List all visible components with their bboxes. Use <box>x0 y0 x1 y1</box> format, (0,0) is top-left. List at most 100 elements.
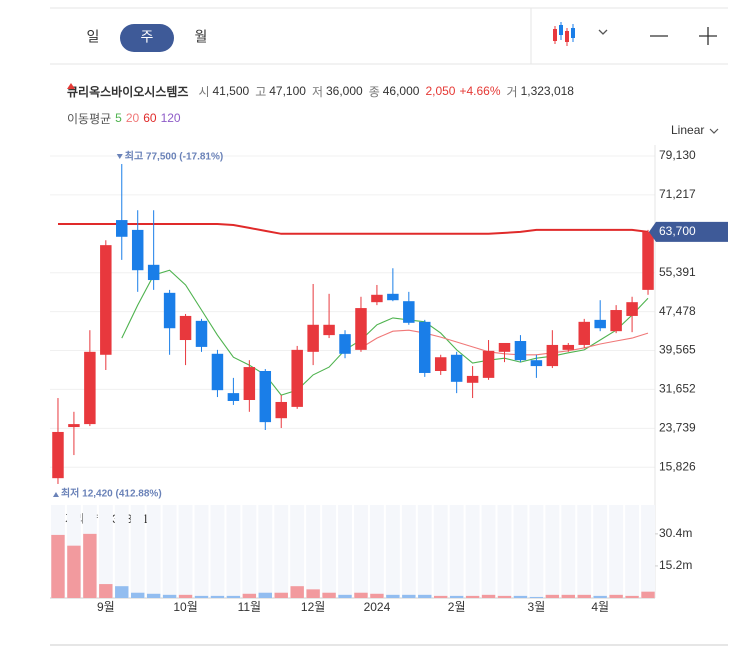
volume-bar <box>242 593 257 598</box>
volume-column-bg <box>385 505 400 598</box>
volume-column-bg <box>98 505 113 598</box>
volume-column-bg <box>577 505 592 598</box>
volume-bar <box>561 594 575 598</box>
x-tick-label: 2024 <box>364 600 391 614</box>
change-percent: +4.66% <box>459 84 501 98</box>
volume-bar <box>83 533 97 598</box>
candle-body <box>147 264 160 281</box>
ma-legend-entry: 20 <box>125 111 140 125</box>
volume-column-bg <box>401 505 416 598</box>
volume-bar <box>625 595 639 598</box>
period-tab[interactable]: 월 <box>195 29 208 45</box>
volume-column-bg <box>433 505 448 598</box>
scale-label[interactable]: Linear <box>671 123 704 137</box>
stat-label: 종 <box>368 84 380 99</box>
volume-bar <box>481 594 496 598</box>
volume-column-bg <box>322 505 337 598</box>
candle-body <box>307 324 319 352</box>
scale-dropdown[interactable] <box>709 128 719 134</box>
candle-body <box>419 321 431 373</box>
y-tick-label: 79,130 <box>659 148 696 162</box>
volume-column-bg <box>497 505 512 598</box>
volume-bar <box>593 595 607 598</box>
y-tick-label: 39,565 <box>659 343 696 357</box>
candle-body <box>243 367 256 401</box>
volume-column-bg <box>306 505 321 598</box>
candle-body <box>450 354 463 382</box>
volume-column-bg <box>545 505 560 598</box>
volume-column-bg <box>449 505 464 598</box>
period-tab[interactable]: 일 <box>87 29 100 45</box>
candle-body <box>387 293 399 301</box>
volume-column-bg <box>529 505 544 598</box>
ma-legend-entry: 120 <box>160 111 181 125</box>
volume-bar <box>178 594 193 598</box>
volume-column-bg <box>114 505 129 598</box>
moving-average-line <box>58 223 649 235</box>
volume-bar <box>99 584 113 598</box>
annotation-marker <box>52 491 59 497</box>
volume-column-bg <box>481 505 496 598</box>
volume-bar <box>577 594 591 598</box>
y-tick-label: 31,652 <box>659 382 696 396</box>
candle-body <box>371 294 383 303</box>
candle-body <box>498 342 511 352</box>
volume-column-bg <box>210 505 225 598</box>
volume-bar <box>162 594 177 598</box>
annotation-label: 최저 12,420 (412.88%) <box>61 487 162 500</box>
stat-label: 시 <box>198 84 210 99</box>
volume-bar <box>51 534 65 598</box>
candle-body <box>259 370 272 423</box>
ma-label: 이동평균 <box>67 111 112 126</box>
candle-body <box>594 319 606 329</box>
candle-body <box>514 341 527 361</box>
y-tick-label: 71,217 <box>659 187 696 201</box>
zoom-in-button[interactable] <box>699 27 717 45</box>
last-price-label: 63,700 <box>659 224 696 238</box>
stat-label: 저 <box>311 84 323 99</box>
chart-type-dropdown[interactable] <box>598 29 608 35</box>
volume-bar <box>115 586 129 598</box>
volume-column-bg <box>130 505 145 598</box>
volume-bar <box>386 594 400 598</box>
y-tick-label: 55,391 <box>659 265 696 279</box>
period-tab[interactable]: 주 <box>141 29 154 45</box>
volume-column-bg <box>354 505 368 598</box>
last-price-tag <box>649 221 728 242</box>
volume-column-bg <box>593 505 608 598</box>
volume-column-bg <box>242 505 257 598</box>
stat-value: 47,100 <box>269 84 306 98</box>
volume-column-bg <box>417 505 432 598</box>
candle-body <box>434 357 447 371</box>
volume-tick-label: 30.4m <box>659 526 692 540</box>
candle-body <box>84 351 96 425</box>
header-row: 큐리옥스바이오시스템즈 시 41,500 고 47,100 저 36,000 종 46,000 2… <box>67 82 580 100</box>
volume-column-bg <box>258 505 273 598</box>
volume-bar <box>354 592 368 598</box>
candle-body <box>642 231 654 290</box>
candle-body <box>562 344 575 350</box>
candle-body <box>211 353 224 391</box>
volume-column-bg <box>338 505 352 598</box>
ma-legend-entry: 5 <box>115 111 122 125</box>
volume-bar <box>609 594 623 598</box>
candle-body <box>626 302 638 316</box>
x-tick-label: 3월 <box>528 600 546 614</box>
y-tick-label: 47,478 <box>659 304 696 318</box>
y-tick-label: 15,826 <box>659 459 696 473</box>
volume-column-bg <box>274 505 289 598</box>
volume-bar <box>131 592 145 598</box>
change-value: 2,050 <box>425 84 456 98</box>
candle-body <box>227 393 240 401</box>
x-tick-label: 4월 <box>591 600 609 614</box>
volume-bar <box>529 596 544 598</box>
candle-body <box>52 431 64 479</box>
stat-value: 36,000 <box>326 84 363 98</box>
volume-column-bg <box>561 505 576 598</box>
x-tick-label: 10월 <box>173 600 197 614</box>
volume-bar <box>418 594 432 598</box>
candle-body <box>100 245 112 355</box>
chart-type-icon[interactable] <box>553 22 575 46</box>
volume-bar <box>67 545 81 598</box>
